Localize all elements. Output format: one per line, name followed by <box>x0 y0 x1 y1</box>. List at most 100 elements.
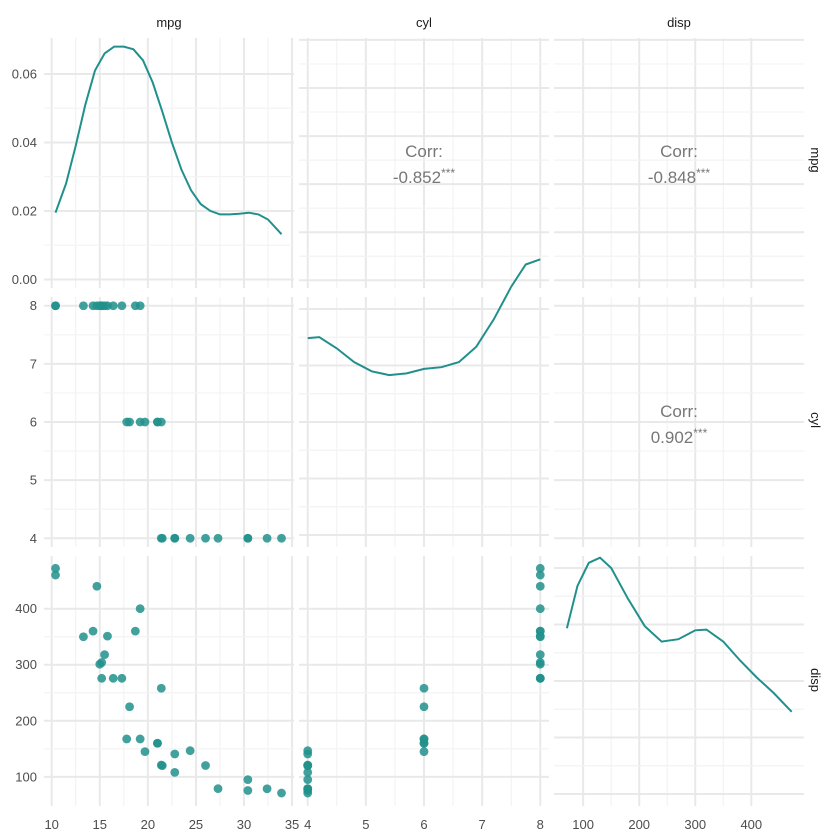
corr-number: -0.848 <box>648 168 696 187</box>
corr-label: Corr: <box>660 402 698 421</box>
data-point <box>103 301 112 311</box>
x-tick-label: 8 <box>537 817 544 832</box>
x-tick-label: 300 <box>684 817 706 832</box>
data-point <box>201 761 210 770</box>
data-point <box>535 604 545 614</box>
density-curve-mpg <box>54 45 283 235</box>
x-tick-label: 7 <box>479 817 486 832</box>
corr-cyl-disp: Corr: 0.902*** <box>651 402 708 447</box>
data-point <box>213 533 223 543</box>
y-tick-label: 7 <box>30 356 37 371</box>
column-strip-mpg: mpg <box>156 15 181 30</box>
data-point <box>262 533 272 543</box>
data-point <box>303 749 313 759</box>
data-point <box>170 749 180 759</box>
data-point <box>156 683 166 693</box>
row-strip-mpg: mpg <box>808 147 823 172</box>
corr-stars: *** <box>441 166 455 180</box>
data-point <box>117 673 127 683</box>
data-point <box>262 784 272 794</box>
y-tick-label: 6 <box>30 415 37 430</box>
data-point <box>213 784 223 794</box>
data-point <box>535 581 545 591</box>
data-point <box>103 631 112 641</box>
y-tick-label: 300 <box>15 657 37 672</box>
data-point <box>419 702 429 712</box>
data-point <box>277 533 286 543</box>
density-curve-cyl <box>307 258 541 377</box>
data-point <box>303 784 313 794</box>
data-point <box>170 533 180 543</box>
data-point <box>125 702 134 712</box>
column-strip-cyl: cyl <box>416 15 432 30</box>
data-point <box>156 533 166 543</box>
data-point <box>130 626 140 636</box>
corr-number: 0.902 <box>651 428 694 447</box>
data-point <box>156 760 166 770</box>
corr-stars: *** <box>696 166 710 180</box>
data-point <box>135 604 145 614</box>
data-point <box>303 767 313 777</box>
corr-mpg-disp: Corr: -0.848*** <box>648 142 711 187</box>
x-tick-label: 400 <box>740 817 762 832</box>
corr-number: -0.852 <box>393 168 441 187</box>
chart-marks <box>51 45 793 798</box>
x-tick-label: 4 <box>304 817 311 832</box>
data-point <box>51 570 60 580</box>
x-tick-label: 10 <box>44 817 58 832</box>
x-tick-label: 30 <box>237 817 251 832</box>
data-point <box>122 417 132 427</box>
data-point <box>117 301 127 311</box>
data-point <box>303 775 313 784</box>
x-tick-label: 6 <box>420 817 427 832</box>
data-point <box>277 788 286 798</box>
corr-value: 0.902*** <box>651 426 708 447</box>
data-point <box>135 734 145 744</box>
y-tick-label: 100 <box>15 769 37 784</box>
data-point <box>156 417 166 427</box>
x-tick-label: 5 <box>362 817 369 832</box>
data-point <box>243 533 253 543</box>
data-point <box>79 632 88 642</box>
tick-labels: 0.00 0.02 0.04 0.06 4 5 6 7 8 100 200 300 400 10 15 20 2… <box>12 66 762 832</box>
density-curve-disp <box>565 556 793 713</box>
data-point <box>535 659 545 669</box>
x-tick-label: 100 <box>572 817 594 832</box>
corr-value: -0.848*** <box>648 166 711 187</box>
data-point <box>97 673 107 683</box>
data-point <box>535 650 545 660</box>
data-point <box>201 533 210 543</box>
y-tick-label: 0.02 <box>12 203 37 218</box>
corr-label: Corr: <box>405 142 443 161</box>
data-point <box>51 301 60 311</box>
data-point <box>185 746 195 756</box>
data-point <box>303 760 313 770</box>
data-point <box>243 775 253 784</box>
data-point <box>535 673 545 683</box>
column-strip-disp: disp <box>667 15 691 30</box>
data-point <box>535 570 545 580</box>
data-point <box>135 301 145 311</box>
data-point <box>92 581 102 591</box>
y-tick-label: 0.04 <box>12 135 37 150</box>
corr-mpg-cyl: Corr: -0.852*** <box>393 142 456 187</box>
corr-label: Corr: <box>660 142 698 161</box>
data-point <box>100 650 109 660</box>
data-point <box>185 533 195 543</box>
y-tick-label: 0.00 <box>12 272 37 287</box>
x-tick-label: 15 <box>93 817 107 832</box>
data-point <box>95 301 105 311</box>
x-tick-label: 35 <box>285 817 299 832</box>
data-point <box>419 734 429 744</box>
row-strip-cyl: cyl <box>808 412 823 428</box>
y-tick-label: 200 <box>15 713 37 728</box>
data-point <box>122 734 132 744</box>
x-tick-label: 200 <box>628 817 650 832</box>
data-point <box>153 738 162 748</box>
y-tick-label: 400 <box>15 601 37 616</box>
corr-stars: *** <box>693 426 707 440</box>
y-tick-label: 8 <box>30 298 37 313</box>
data-point <box>419 747 429 757</box>
data-point <box>535 563 545 573</box>
x-tick-label: 20 <box>141 817 155 832</box>
